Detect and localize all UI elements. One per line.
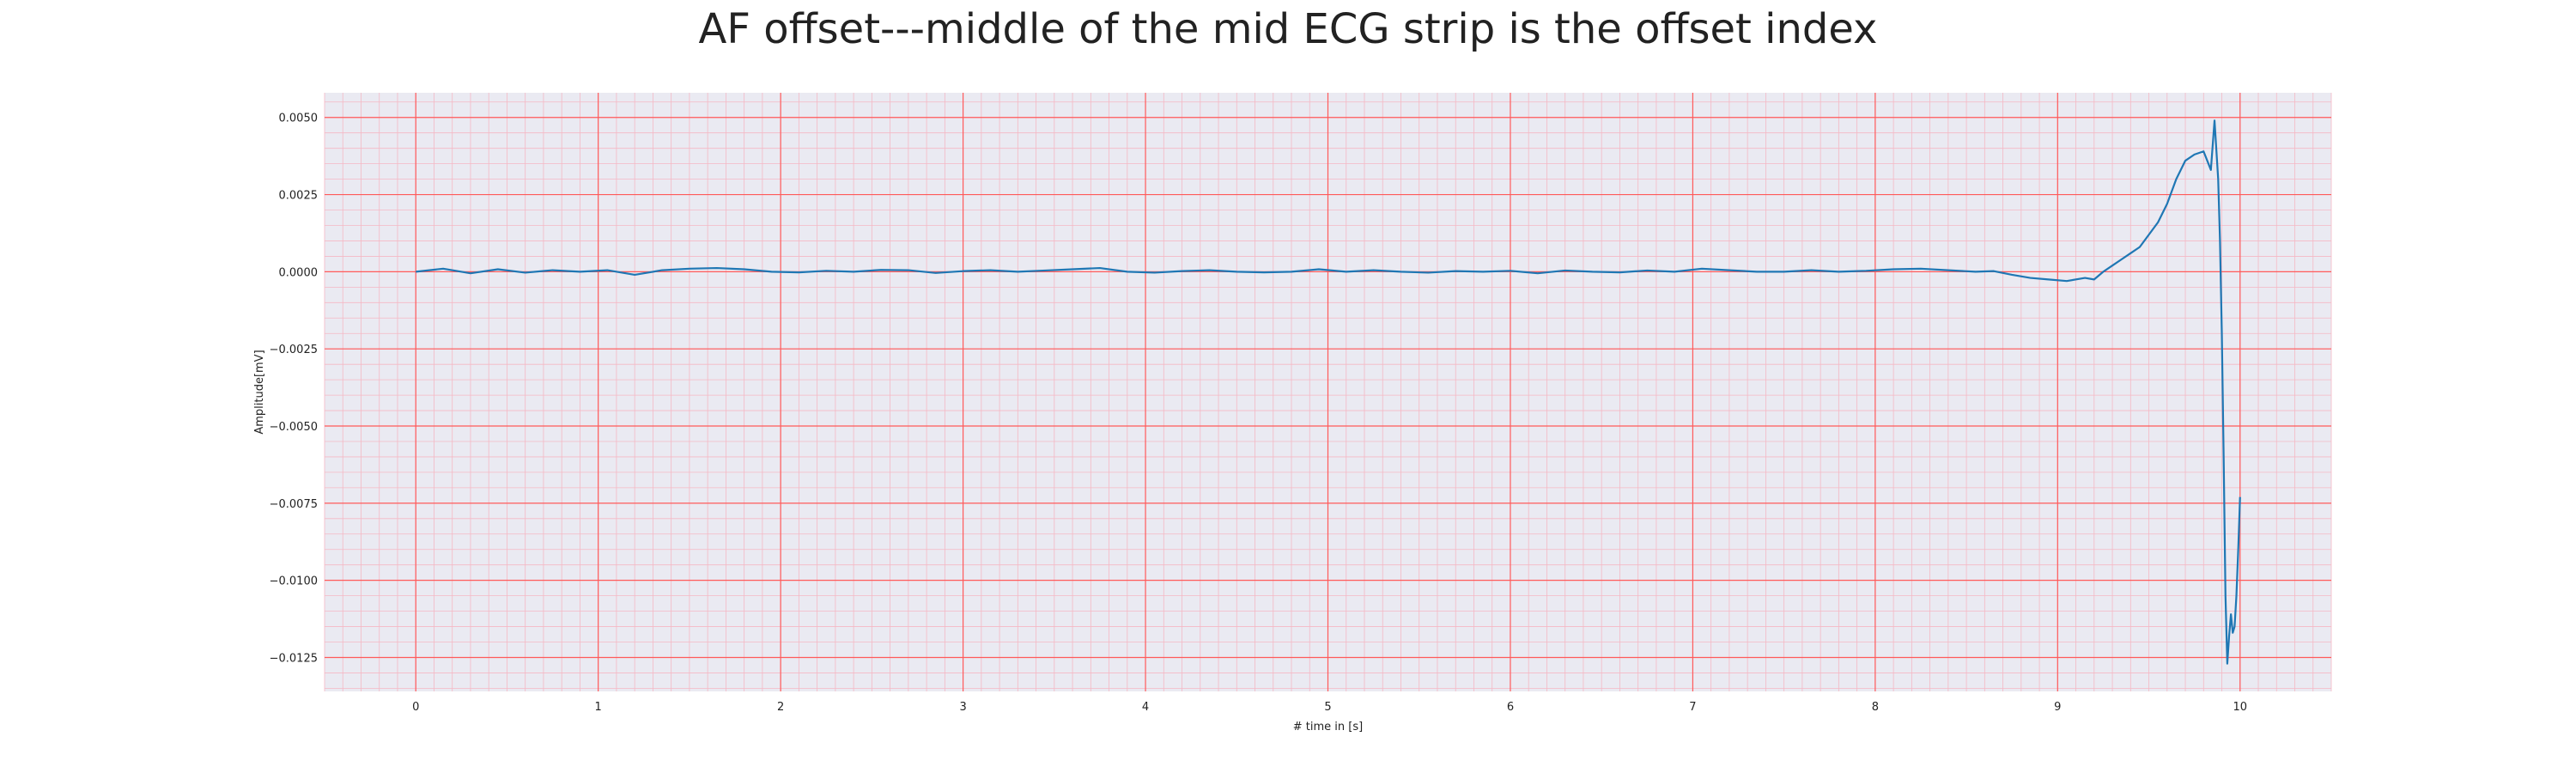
- y-tick-label: −0.0050: [270, 421, 318, 434]
- y-tick-label: −0.0075: [270, 498, 318, 511]
- x-tick-label: 7: [1689, 701, 1696, 714]
- series-layer: [416, 119, 2241, 665]
- x-tick-label: 10: [2233, 701, 2247, 714]
- x-tick-label: 3: [959, 701, 966, 714]
- chart-title: AF offset---middle of the mid ECG strip …: [698, 5, 1878, 53]
- y-tick-label: 0.0000: [279, 266, 319, 279]
- x-tick-label: 2: [777, 701, 784, 714]
- x-tick-label: 0: [412, 701, 419, 714]
- y-tick-label: −0.0125: [270, 652, 318, 665]
- y-axis-ticks: 0.0050 0.0025 0.0000 −0.0025 −0.0050 −0.0075 −…: [270, 113, 318, 666]
- x-tick-label: 1: [595, 701, 602, 714]
- x-tick-label: 4: [1142, 701, 1149, 714]
- y-axis-label: Amplitude[mV]: [253, 350, 266, 434]
- x-tick-label: 5: [1324, 701, 1331, 714]
- series-line: [416, 119, 2241, 665]
- x-tick-label: 6: [1507, 701, 1514, 714]
- y-tick-label: −0.0100: [270, 575, 318, 588]
- x-tick-label: 9: [2054, 701, 2061, 714]
- y-tick-label: 0.0025: [279, 190, 319, 203]
- major-grid: [325, 93, 2331, 691]
- y-tick-label: −0.0025: [270, 344, 318, 356]
- x-axis-ticks: 0 1 2 3 4 5 6 7 8 9 10: [412, 701, 2247, 714]
- x-tick-label: 8: [1872, 701, 1879, 714]
- x-axis-label: # time in [s]: [1293, 721, 1363, 733]
- y-tick-label: 0.0050: [279, 113, 319, 125]
